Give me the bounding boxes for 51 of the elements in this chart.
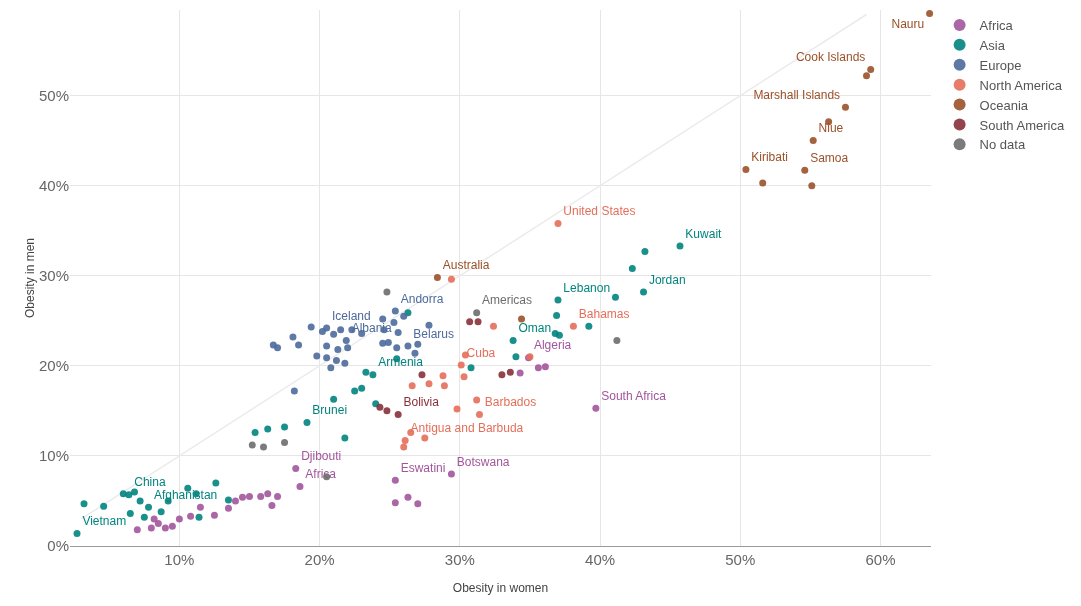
legend-label: Africa [979,18,1014,34]
x-tick-label: 30% [444,551,475,568]
data-label: Bahamas [578,306,630,321]
data-label: China [134,475,166,490]
x-tick-label: 50% [725,551,756,568]
data-label: Kiribati [751,150,788,165]
data-label: Algeria [533,338,572,353]
data-label: Oman [518,321,552,336]
data-label: Australia [442,258,490,273]
y-tick-label: 50% [38,86,69,104]
x-tick-label: 60% [865,551,896,568]
x-axis-title: Obesity in women [452,581,549,595]
data-label: Armenia [378,355,424,370]
data-label: Africa [305,467,337,482]
data-label: Iceland [331,308,371,323]
legend-label: Oceania [979,97,1029,113]
data-label: United States [563,204,636,219]
legend-label: Asia [979,37,1006,53]
data-label: Marshall Islands [753,87,841,102]
data-label: Cuba [466,345,496,360]
data-label: Bolivia [403,395,440,410]
y-tick-label: 10% [38,447,69,465]
legend-label: North America [979,77,1063,93]
data-label: Vietnam [82,514,127,529]
data-label: Lebanon [563,280,611,295]
data-label: Eswatini [400,460,446,475]
x-tick-label: 10% [164,551,195,568]
y-tick-label: 20% [38,357,69,375]
legend-label: No data [979,137,1026,153]
data-label: Belarus [413,326,455,341]
data-label: Niue [818,121,844,136]
data-label: Americas [482,293,533,308]
y-tick-label: 40% [38,176,69,194]
data-label: Jordan [648,272,686,287]
y-tick-label: 0% [47,537,69,555]
y-tick-label: 30% [38,267,69,284]
x-tick-label: 20% [304,551,335,568]
data-label: Nauru [891,16,925,31]
legend-label: Europe [979,57,1022,73]
data-label: Andorra [400,291,444,306]
data-label: Botswana [456,454,510,469]
data-label: Brunei [312,403,348,418]
data-label: South Africa [601,388,667,403]
data-label: Samoa [810,150,849,165]
y-axis-title: Obesity in men [22,237,37,319]
data-label: Barbados [484,395,537,410]
data-label: Cook Islands [795,50,866,65]
data-label: Kuwait [685,226,723,241]
x-tick-label: 40% [585,551,616,568]
data-label: Djibouti [301,449,342,464]
legend-label: South America [979,117,1065,133]
